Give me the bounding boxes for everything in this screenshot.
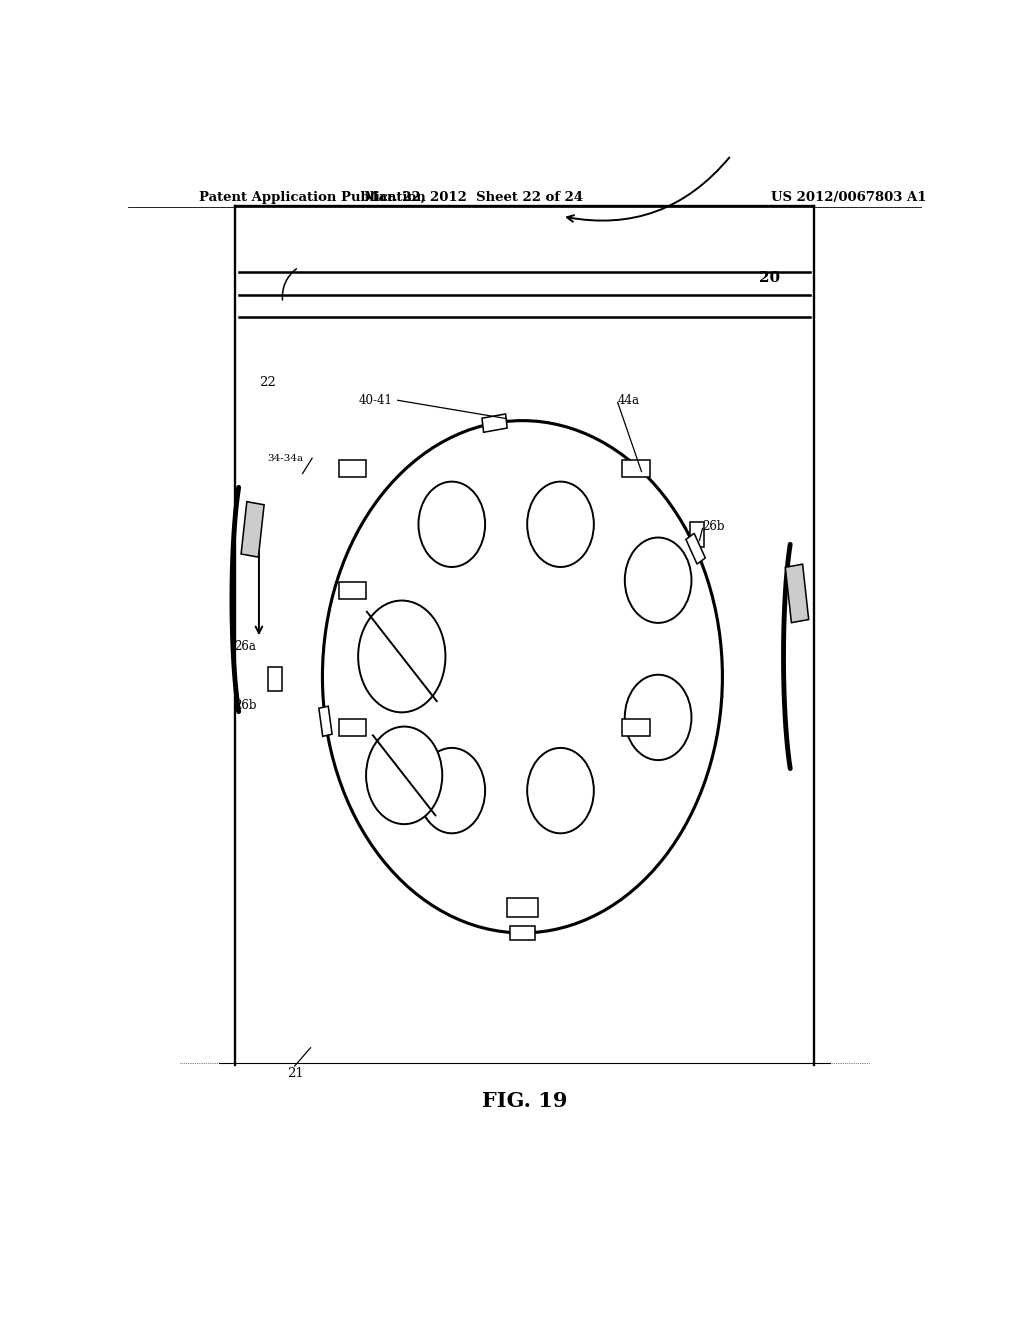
Bar bbox=[339, 461, 367, 477]
Text: 41-25a: 41-25a bbox=[397, 565, 438, 578]
Text: 44a: 44a bbox=[617, 393, 640, 407]
Bar bbox=[785, 564, 809, 623]
Bar bbox=[686, 533, 706, 564]
Bar bbox=[690, 523, 705, 546]
Text: 20: 20 bbox=[759, 272, 780, 285]
Text: 26a: 26a bbox=[234, 640, 256, 653]
Text: Mar. 22, 2012  Sheet 22 of 24: Mar. 22, 2012 Sheet 22 of 24 bbox=[364, 191, 583, 203]
Text: 34-34a: 34-34a bbox=[267, 454, 303, 463]
Text: 26a: 26a bbox=[702, 686, 724, 700]
Text: 22: 22 bbox=[259, 375, 275, 388]
Bar bbox=[318, 706, 332, 737]
Bar bbox=[241, 502, 264, 557]
Bar bbox=[622, 461, 650, 477]
Circle shape bbox=[527, 482, 594, 568]
Circle shape bbox=[323, 421, 722, 933]
Bar bbox=[339, 719, 367, 735]
Bar bbox=[510, 927, 536, 940]
Bar bbox=[267, 667, 282, 690]
Bar bbox=[482, 414, 507, 432]
Circle shape bbox=[419, 482, 485, 568]
Circle shape bbox=[367, 726, 442, 824]
Text: FIG. 19: FIG. 19 bbox=[482, 1090, 567, 1110]
Bar bbox=[339, 582, 367, 598]
Text: 25e: 25e bbox=[494, 490, 515, 503]
Circle shape bbox=[358, 601, 445, 713]
Circle shape bbox=[419, 748, 485, 833]
Circle shape bbox=[527, 748, 594, 833]
Text: US 2012/0067803 A1: US 2012/0067803 A1 bbox=[771, 191, 927, 203]
Text: 21: 21 bbox=[287, 1067, 303, 1080]
Text: 40-41: 40-41 bbox=[358, 393, 392, 407]
Text: 34-34a: 34-34a bbox=[650, 821, 686, 830]
Text: 25d: 25d bbox=[624, 569, 646, 582]
Circle shape bbox=[625, 675, 691, 760]
Text: 26b: 26b bbox=[234, 698, 257, 711]
Circle shape bbox=[625, 537, 691, 623]
Text: 26b: 26b bbox=[702, 520, 725, 533]
Bar bbox=[507, 899, 539, 916]
Bar bbox=[622, 719, 650, 735]
Text: Patent Application Publication: Patent Application Publication bbox=[200, 191, 426, 203]
